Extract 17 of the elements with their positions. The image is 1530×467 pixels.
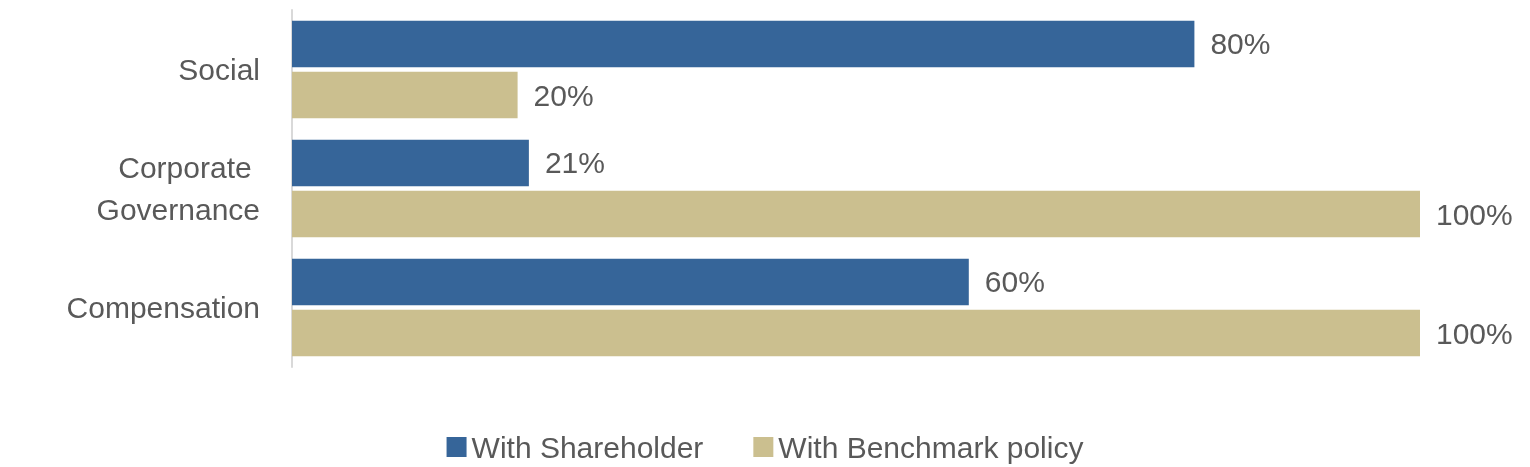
data-label: 80%: [1210, 27, 1271, 61]
data-label: 21%: [544, 146, 605, 180]
bar: [292, 309, 1420, 357]
bar: [292, 71, 518, 119]
legend-label: With Shareholder: [471, 430, 704, 464]
bar: [292, 258, 969, 306]
data-label: 60%: [984, 265, 1045, 299]
data-label: 100%: [1436, 316, 1513, 350]
bar: [292, 190, 1420, 238]
y-tick-label: Corporate Governance: [96, 151, 260, 226]
y-tick-label: Compensation: [66, 291, 260, 324]
bar: [292, 20, 1195, 68]
data-label: 100%: [1436, 197, 1513, 231]
legend-label: With Benchmark policy: [778, 430, 1084, 464]
data-label: 20%: [533, 78, 594, 112]
y-tick-label: Social: [178, 53, 260, 86]
bar: [292, 139, 529, 187]
